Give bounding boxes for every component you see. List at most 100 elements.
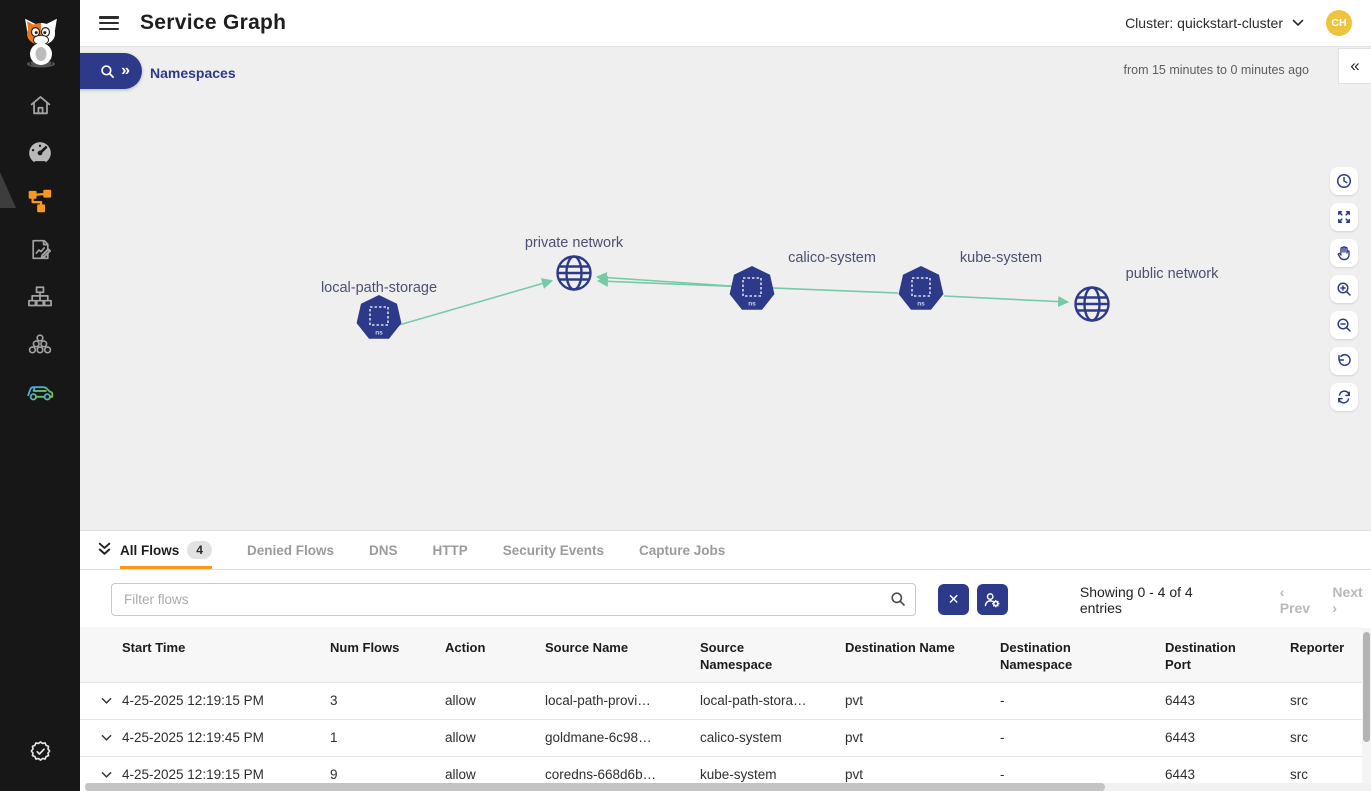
undo-layout-button[interactable] (1330, 347, 1358, 375)
expand-icon (1338, 211, 1350, 223)
tab-count-badge: 4 (187, 541, 212, 559)
chevron-down-icon (101, 734, 111, 741)
zoom-out-button[interactable] (1330, 311, 1358, 339)
sidebar-item-certification[interactable] (0, 727, 80, 775)
sidebar-item-vehicle[interactable] (0, 368, 80, 416)
col-source-namespace[interactable]: Source Namespace (700, 640, 773, 672)
svg-text:ns: ns (917, 301, 925, 308)
collapse-right-panel-button[interactable]: « (1338, 48, 1371, 84)
table-row[interactable]: 4-25-2025 12:19:15 PM 9 allow coredns-66… (80, 755, 1362, 791)
breadcrumb[interactable]: Namespaces (150, 65, 236, 81)
svg-text:ns: ns (748, 301, 756, 308)
graph-edges (398, 272, 1070, 326)
sidebar-item-dashboard[interactable] (0, 129, 80, 177)
col-action[interactable]: Action (445, 640, 486, 655)
col-destination-name[interactable]: Destination Name (845, 640, 955, 655)
expand-row-button[interactable] (90, 734, 122, 742)
cell-action: allow (445, 767, 476, 783)
graph-node-kube-system[interactable]: ns (898, 266, 944, 312)
chevron-down-icon (1292, 19, 1304, 27)
avatar[interactable]: CH (1326, 10, 1352, 36)
cluster-circles-icon (28, 334, 52, 354)
graph-node-local-path-storage[interactable]: ns (356, 295, 402, 341)
table-vertical-scrollbar[interactable] (1362, 628, 1371, 791)
double-chevron-down-icon (98, 542, 111, 555)
sidebar-item-service-graph[interactable] (0, 177, 80, 225)
graph-node-calico-system[interactable]: ns (729, 266, 775, 312)
time-range-label: from 15 minutes to 0 minutes ago (1123, 63, 1309, 77)
menu-toggle-button[interactable] (99, 16, 119, 30)
app-header: Service Graph Cluster: quickstart-cluste… (80, 0, 1371, 47)
edge-calicosystem-privatenetwork[interactable] (595, 272, 732, 287)
edge-kubesystem-publicnetwork[interactable] (943, 295, 1070, 308)
tab-dns[interactable]: DNS (368, 542, 398, 558)
table-row[interactable]: 4-25-2025 12:19:15 PM 3 allow local-path… (80, 681, 1362, 719)
page-title: Service Graph (140, 11, 287, 34)
collapse-flows-panel-button[interactable] (96, 541, 113, 558)
sidebar-item-network[interactable] (0, 273, 80, 321)
filter-flows-input[interactable] (111, 583, 917, 616)
graph-node-label[interactable]: private network (524, 235, 624, 251)
graph-node-label[interactable]: local-path-storage (320, 280, 438, 296)
col-source-name[interactable]: Source Name (545, 640, 629, 655)
edge-localpathstorage-privatenetwork[interactable] (398, 278, 554, 326)
table-horizontal-scrollbar[interactable] (85, 783, 1371, 791)
service-graph-canvas[interactable]: ns local-path-storage private network ns… (76, 47, 1371, 530)
tab-denied-flows[interactable]: Denied Flows (246, 542, 334, 558)
tab-http[interactable]: HTTP (432, 542, 468, 558)
flows-panel: All Flows 4 Denied Flows DNS HTTP Securi… (80, 530, 1371, 791)
cell-action: allow (445, 693, 476, 709)
expand-row-button[interactable] (90, 771, 122, 779)
cell-start-time: 4-25-2025 12:19:15 PM (122, 693, 264, 709)
col-destination-port[interactable]: Destination Port (1165, 640, 1236, 672)
cell-num-flows: 9 (330, 767, 338, 783)
col-destination-namespace[interactable]: Destination Namespace (1000, 640, 1073, 672)
graph-node-private-network[interactable] (554, 253, 594, 293)
refresh-button[interactable] (1330, 383, 1358, 411)
collapse-panel-icon: « (1350, 56, 1360, 75)
scrollbar-thumb[interactable] (1363, 632, 1370, 742)
flows-filterbar: ✕ Showing 0 - 4 of 4 entries ‹ Prev Next… (80, 583, 1371, 616)
sidebar-item-home[interactable] (0, 81, 80, 129)
graph-node-label[interactable]: kube-system (959, 250, 1043, 266)
cell-start-time: 4-25-2025 12:19:45 PM (122, 730, 264, 746)
graph-node-label[interactable]: calico-system (788, 250, 876, 266)
col-num-flows[interactable]: Num Flows (330, 640, 400, 655)
tab-capture-jobs[interactable]: Capture Jobs (639, 542, 726, 558)
customize-columns-button[interactable] (977, 584, 1008, 615)
cell-destination-port: 6443 (1165, 730, 1196, 746)
fit-to-screen-button[interactable] (1330, 203, 1358, 231)
tab-all-flows[interactable]: All Flows 4 (120, 531, 212, 569)
table-row[interactable]: 4-25-2025 12:19:45 PM 1 allow goldmane-6… (80, 718, 1362, 756)
time-settings-button[interactable] (1330, 167, 1358, 195)
graph-node-label[interactable]: public network (1125, 266, 1219, 282)
gauge-icon (29, 142, 51, 165)
prev-page-button[interactable]: ‹ Prev (1279, 583, 1311, 616)
expand-row-button[interactable] (90, 697, 122, 705)
cell-destination-name: pvt (845, 730, 864, 746)
pan-hand-icon (1337, 246, 1350, 261)
report-pencil-icon (31, 239, 51, 259)
col-start-time[interactable]: Start Time (122, 640, 186, 655)
cell-destination-namespace: - (1000, 767, 1005, 783)
sidebar-item-reports[interactable] (0, 225, 80, 273)
table-header-row: Start Time Num Flows Action Source Name … (80, 627, 1362, 682)
cell-num-flows: 1 (330, 730, 338, 746)
col-reporter[interactable]: Reporter (1290, 640, 1345, 655)
next-page-button[interactable]: Next › (1332, 583, 1363, 616)
clear-filter-button[interactable]: ✕ (938, 584, 970, 615)
cell-destination-port: 6443 (1165, 693, 1196, 709)
calico-logo[interactable] (18, 16, 64, 68)
graph-search-button[interactable]: » (76, 53, 142, 89)
scrollbar-thumb[interactable] (85, 783, 1105, 791)
cell-action: allow (445, 730, 476, 746)
cluster-selector[interactable]: Cluster: quickstart-cluster (1125, 15, 1304, 31)
search-icon (101, 64, 115, 78)
zoom-in-button[interactable] (1330, 275, 1358, 303)
graph-node-public-network[interactable] (1072, 284, 1112, 324)
cell-source-namespace: calico-system (700, 730, 782, 746)
tab-security-events[interactable]: Security Events (502, 542, 605, 558)
cell-source-namespace: kube-system (700, 767, 777, 783)
pan-mode-button[interactable] (1330, 239, 1358, 267)
sidebar-item-workloads[interactable] (0, 321, 80, 369)
